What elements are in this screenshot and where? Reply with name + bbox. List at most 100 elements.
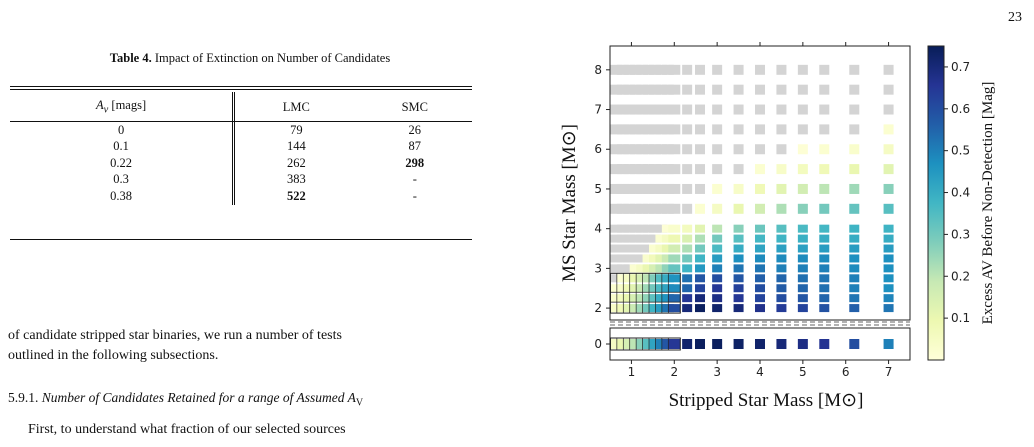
heatmap-cell [636, 124, 649, 135]
heatmap-cell [661, 274, 674, 283]
heatmap-cell [682, 224, 693, 233]
heatmap-cell [649, 124, 661, 135]
heatmap-cell [642, 234, 655, 243]
heatmap-cell [649, 254, 661, 263]
heatmap-cell [616, 294, 629, 303]
heatmap-cell [642, 164, 655, 175]
heatmap-cell [668, 144, 681, 155]
heatmap-cell [776, 234, 787, 243]
y-axis-label: MS Star Mass [M⊙] [559, 124, 580, 282]
heatmap-cell [623, 264, 636, 273]
table-row: 0.1 144 87 [10, 138, 472, 155]
heatmap-cell [755, 254, 765, 263]
heatmap-cell [755, 244, 765, 253]
heatmap-cell [819, 164, 830, 175]
heatmap-figure: 1 2 3 4 5 6 7 0 2 3 4 5 6 7 8 Stripped Star Mass [M⊙] MS… [559, 42, 996, 411]
heatmap-cell [712, 203, 723, 214]
heatmap-cell [849, 203, 860, 214]
table-row: 0.22 262 298 [10, 155, 472, 172]
heatmap-cell [661, 284, 674, 293]
heatmap-cell [661, 183, 674, 194]
heatmap-cell [655, 294, 668, 303]
colorbar-tick-label: 0.6 [951, 102, 970, 116]
heatmap-cell [661, 64, 674, 75]
paragraph-1-line-1: of candidate stripped star binaries, we … [8, 328, 342, 343]
heatmap-cell [819, 274, 830, 283]
heatmap-cell [797, 124, 808, 135]
x-tick-label: 4 [756, 365, 764, 379]
heatmap-cell [636, 203, 649, 214]
heatmap-cell [636, 304, 649, 313]
heatmap-cell [616, 254, 629, 263]
heatmap-cell [682, 304, 693, 313]
heatmap-cell [629, 124, 642, 135]
y-tick-label: 3 [594, 261, 602, 275]
heatmap-cell [682, 339, 693, 349]
heatmap-cell [755, 339, 765, 349]
heatmap-cell [616, 234, 629, 243]
heatmap-cell [610, 284, 623, 293]
col-header-smc: SMC [401, 99, 428, 114]
heatmap-cell [883, 234, 894, 243]
heatmap-cell [636, 254, 649, 263]
y-tick-label: 8 [594, 63, 602, 77]
heatmap-cell [733, 284, 744, 293]
heatmap-cell [776, 304, 787, 313]
heatmap-cell [819, 224, 830, 233]
heatmap-cell [733, 64, 744, 75]
heatmap-cell [623, 339, 636, 349]
heatmap-cell [623, 84, 636, 95]
heatmap-cell [849, 274, 860, 283]
table-row: 0.38 522 - [10, 188, 472, 205]
heatmap-cell [629, 144, 642, 155]
heatmap-cell [655, 104, 668, 115]
heatmap-cell [610, 104, 623, 115]
heatmap-cell [668, 164, 681, 175]
heatmap-cell [695, 339, 705, 349]
heatmap-cell [668, 203, 681, 214]
heatmap-cell [682, 294, 693, 303]
heatmap-cell [733, 183, 744, 194]
page-number: 23 [1008, 10, 1022, 25]
heatmap-cell [661, 84, 674, 95]
heatmap-cell [616, 144, 629, 155]
heatmap-cell [695, 224, 705, 233]
heatmap-cell [797, 234, 808, 243]
heatmap-cell [712, 304, 723, 313]
cell-lmc: 522 [232, 188, 358, 205]
heatmap-cell [849, 124, 860, 135]
table-top-rule-2 [10, 89, 472, 90]
cell-smc: - [412, 172, 417, 187]
heatmap-cell [883, 254, 894, 263]
heatmap-cell [610, 84, 623, 95]
heatmap-cell [797, 254, 808, 263]
x-axis-label: Stripped Star Mass [M⊙] [669, 390, 864, 411]
heatmap-cell [849, 339, 860, 349]
heatmap-cell [642, 183, 655, 194]
paragraph-2-line-1: First, to understand what fraction of ou… [28, 422, 346, 437]
heatmap-cell [849, 224, 860, 233]
heatmap-cell [883, 244, 894, 253]
heatmap-cell [623, 203, 636, 214]
heatmap-cell [623, 284, 636, 293]
table-caption: Table 4. Impact of Extinction on Number … [40, 51, 460, 66]
heatmap-cell [695, 144, 705, 155]
heatmap-cell [682, 234, 693, 243]
heatmap-cell [776, 64, 787, 75]
heatmap-cell [883, 284, 894, 293]
heatmap-cell [733, 144, 744, 155]
heatmap-cell [623, 104, 636, 115]
heatmap-cell [629, 274, 642, 283]
heatmap-cell [636, 84, 649, 95]
heatmap-cell [776, 264, 787, 273]
heatmap-cell [797, 203, 808, 214]
heatmap-cell [629, 264, 642, 273]
heatmap-cell [695, 183, 705, 194]
heatmap-cell [616, 183, 629, 194]
cell-av: 0.22 [110, 155, 132, 170]
heatmap-cell [629, 284, 642, 293]
heatmap-cell [776, 274, 787, 283]
heatmap-cell [797, 264, 808, 273]
heatmap-cell [610, 274, 623, 283]
heatmap-cell [883, 164, 894, 175]
